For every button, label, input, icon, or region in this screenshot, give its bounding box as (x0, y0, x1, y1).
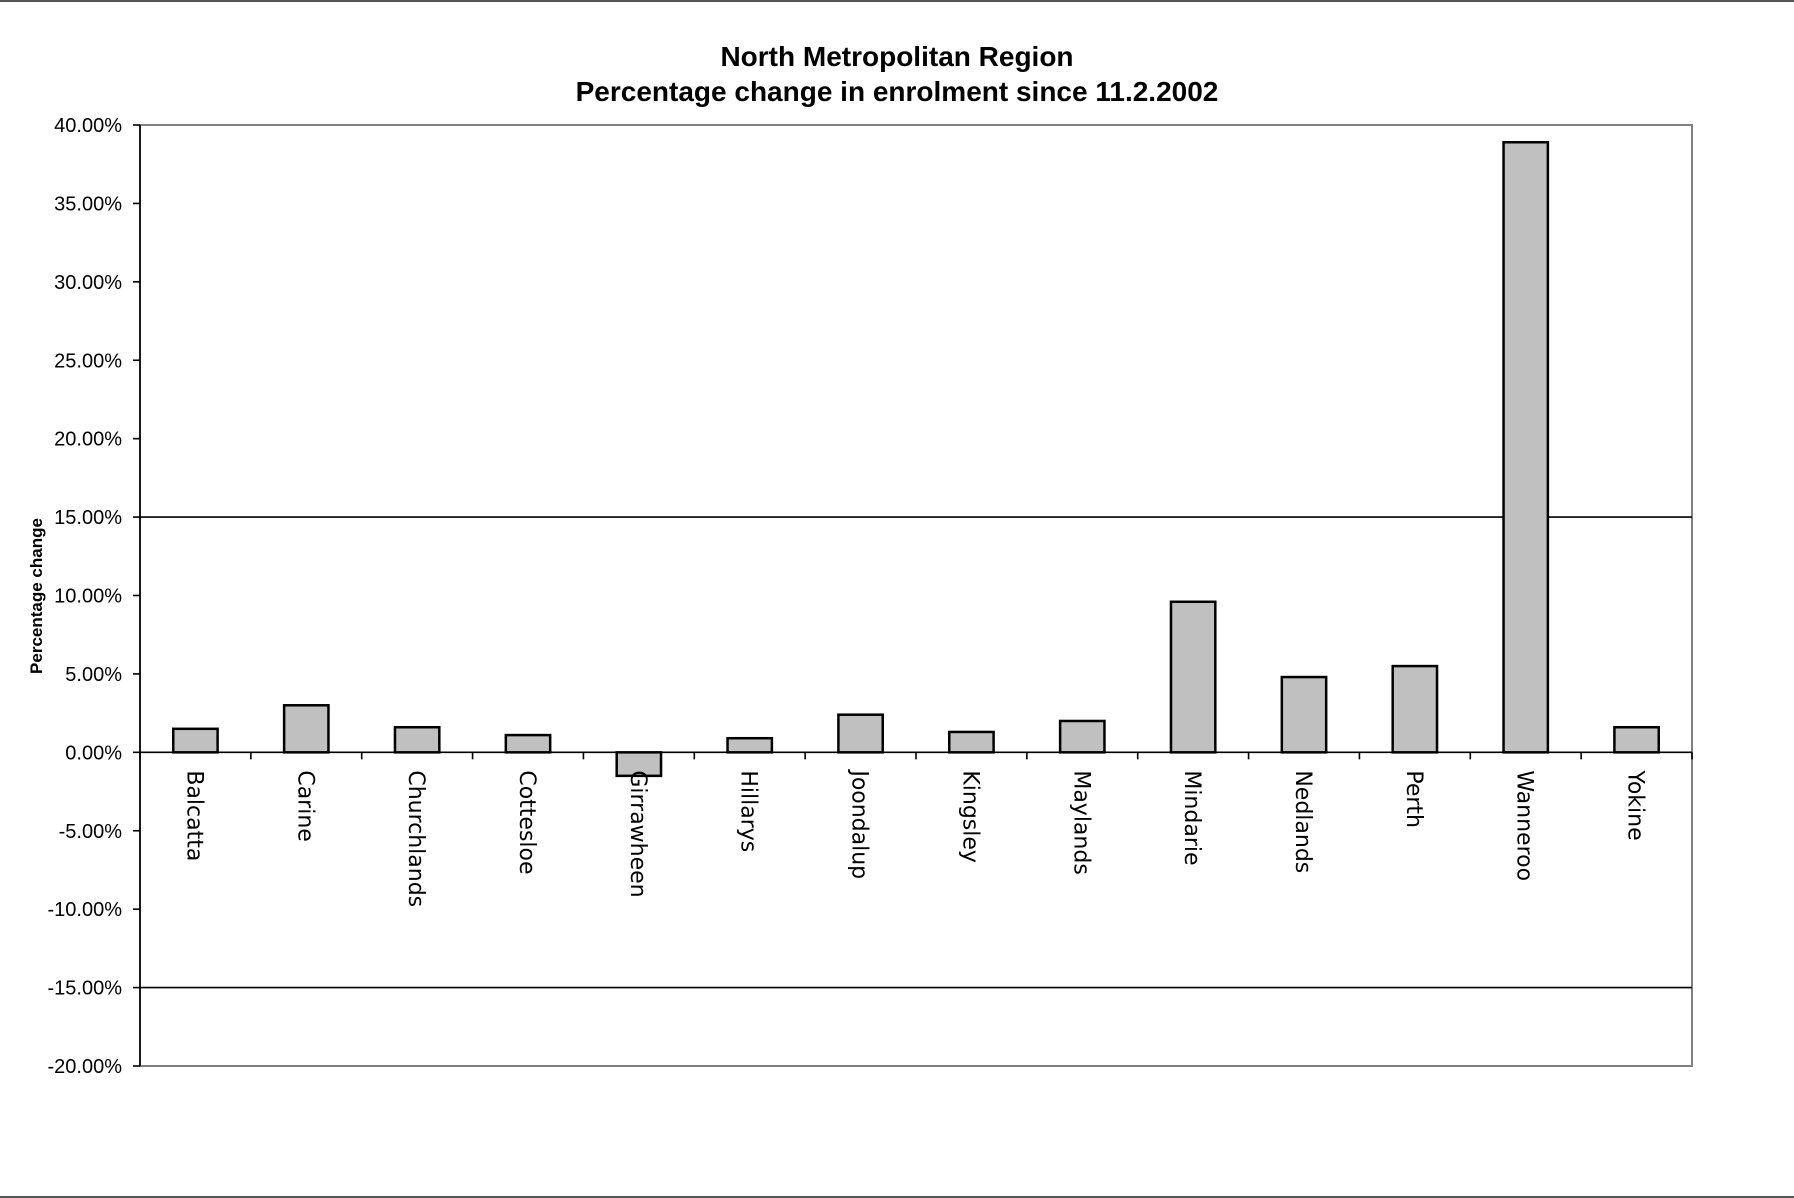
bar-churchlands (393, 725, 441, 754)
bar-balcatta (172, 727, 219, 754)
y-tick-label: 25.00% (54, 350, 122, 372)
bar-nedlands (1280, 675, 1328, 754)
bottom-border-line (0, 1196, 1794, 1198)
category-label-joondalup: Joondalup (847, 768, 872, 879)
bar-joondalup (837, 713, 884, 754)
category-label-cottesloe: Cottesloe (514, 770, 539, 874)
y-axis: 40.00% 35.00% 30.00% 25.00% 20.00% 15.00% 10.0… (48, 115, 141, 1078)
category-label-hillarys: Hillarys (736, 770, 761, 852)
bar-wanneroo (1502, 141, 1550, 754)
top-border-line (0, 0, 1794, 2)
bar-maylands (1058, 719, 1106, 754)
bars (172, 141, 1660, 778)
y-tick-label: -15.00% (48, 978, 123, 1000)
category-label-kingsley: Kingsley (957, 770, 982, 863)
y-tick-label: 30.00% (54, 272, 122, 294)
category-label-wanneroo: Wanneroo (1512, 770, 1537, 881)
category-label-maylands: Maylands (1068, 770, 1093, 874)
plot-area (139, 124, 1693, 1067)
reference-lines (140, 516, 1692, 989)
category-label-mindarie: Mindarie (1179, 770, 1204, 865)
x-axis (139, 751, 1693, 760)
category-label-balcatta: Balcatta (181, 770, 206, 861)
bar-mindarie (1169, 600, 1217, 754)
y-tick-label: 10.00% (54, 586, 122, 608)
bar-yokine (1613, 725, 1660, 754)
chart-subtitle: Percentage change in enrolment since 11.… (576, 76, 1219, 107)
y-tick-label: 20.00% (54, 429, 122, 451)
category-label-yokine: Yokine (1623, 769, 1648, 840)
category-labels: Balcatta Carine Churchlands Cottesloe Girraw… (181, 768, 1647, 907)
category-label-perth: Perth (1401, 770, 1426, 828)
y-axis-label: Percentage change (27, 518, 46, 674)
category-label-nedlands: Nedlands (1290, 770, 1315, 873)
bar-cottesloe (504, 733, 552, 754)
y-tick-label: 35.00% (54, 193, 122, 215)
bar-carine (282, 704, 330, 754)
category-label-churchlands: Churchlands (403, 770, 428, 907)
y-tick-label: -5.00% (59, 821, 123, 843)
chart-title: North Metropolitan Region (720, 41, 1073, 72)
y-tick-label: -20.00% (48, 1056, 123, 1078)
bar-kingsley (948, 730, 995, 754)
y-tick-label: -10.00% (48, 899, 123, 921)
y-tick-label: 40.00% (54, 115, 122, 137)
y-tick-label: 0.00% (65, 742, 122, 764)
bar-perth (1391, 664, 1439, 754)
category-label-girrawheen: Girrawheen (625, 770, 650, 897)
category-label-carine: Carine (292, 770, 317, 841)
y-tick-label: 15.00% (54, 507, 122, 529)
bar-hillarys (726, 736, 774, 754)
y-tick-label: 5.00% (65, 664, 122, 686)
